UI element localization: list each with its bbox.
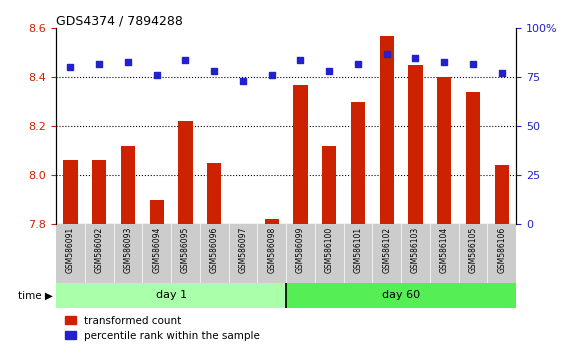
Text: GSM586095: GSM586095 — [181, 227, 190, 273]
Bar — [207, 163, 222, 224]
Point — [440, 59, 449, 64]
Bar — [265, 219, 279, 224]
Point — [411, 55, 420, 61]
Text: time ▶: time ▶ — [19, 290, 53, 301]
Text: GSM586105: GSM586105 — [468, 227, 477, 273]
Point — [468, 61, 477, 67]
Point — [497, 70, 506, 76]
Text: GSM586096: GSM586096 — [210, 227, 219, 273]
Bar — [286, 283, 516, 308]
Bar — [63, 160, 77, 224]
Bar — [121, 146, 135, 224]
Bar — [92, 160, 107, 224]
Text: day 1: day 1 — [155, 290, 187, 301]
Bar — [495, 165, 509, 224]
Text: GSM586097: GSM586097 — [238, 227, 247, 273]
Bar — [178, 121, 192, 224]
Point — [382, 51, 391, 57]
Point — [353, 61, 362, 67]
Text: GDS4374 / 7894288: GDS4374 / 7894288 — [56, 14, 183, 27]
Bar — [437, 77, 452, 224]
Point — [66, 65, 75, 70]
Text: GSM586091: GSM586091 — [66, 227, 75, 273]
Point — [123, 59, 132, 64]
Point — [152, 73, 161, 78]
Text: GSM586093: GSM586093 — [123, 227, 132, 273]
Point — [325, 69, 334, 74]
Point — [238, 78, 247, 84]
Text: GSM586098: GSM586098 — [267, 227, 276, 273]
Text: GSM586100: GSM586100 — [325, 227, 334, 273]
Bar — [380, 36, 394, 224]
Text: GSM586094: GSM586094 — [152, 227, 161, 273]
Bar — [293, 85, 307, 224]
Legend: transformed count, percentile rank within the sample: transformed count, percentile rank withi… — [61, 312, 264, 345]
Bar — [56, 283, 286, 308]
Point — [296, 57, 305, 62]
Bar — [466, 92, 480, 224]
Text: GSM586099: GSM586099 — [296, 227, 305, 273]
Text: GSM586092: GSM586092 — [95, 227, 104, 273]
Text: day 60: day 60 — [382, 290, 420, 301]
Bar — [408, 65, 422, 224]
Bar — [322, 146, 337, 224]
Point — [181, 57, 190, 62]
Bar — [351, 102, 365, 224]
Point — [95, 61, 104, 67]
Bar — [150, 200, 164, 224]
Text: GSM586102: GSM586102 — [382, 227, 391, 273]
Point — [267, 73, 276, 78]
Text: GSM586101: GSM586101 — [353, 227, 362, 273]
Text: GSM586103: GSM586103 — [411, 227, 420, 273]
Text: GSM586104: GSM586104 — [440, 227, 449, 273]
Point — [210, 69, 219, 74]
Text: GSM586106: GSM586106 — [497, 227, 506, 273]
